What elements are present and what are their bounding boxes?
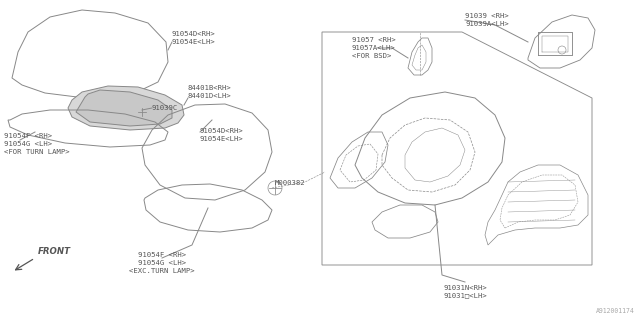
Text: 91039 <RH>
91039A<LH>: 91039 <RH> 91039A<LH>	[465, 13, 509, 27]
Polygon shape	[68, 86, 184, 130]
Text: 91054F <RH>
91054G <LH>
<EXC.TURN LAMP>: 91054F <RH> 91054G <LH> <EXC.TURN LAMP>	[129, 252, 195, 274]
Text: 91054D<RH>
91054E<LH>: 91054D<RH> 91054E<LH>	[172, 31, 216, 45]
Text: M000382: M000382	[275, 180, 306, 186]
Text: 91054D<RH>
91054E<LH>: 91054D<RH> 91054E<LH>	[200, 128, 244, 142]
Text: 91039C: 91039C	[152, 105, 179, 111]
Text: 84401B<RH>
84401D<LH>: 84401B<RH> 84401D<LH>	[188, 85, 232, 99]
Text: 91054F <RH>
91054G <LH>
<FOR TURN LAMP>: 91054F <RH> 91054G <LH> <FOR TURN LAMP>	[4, 133, 70, 155]
Text: A912001174: A912001174	[596, 308, 635, 314]
Text: 91031N<RH>
91031□<LH>: 91031N<RH> 91031□<LH>	[443, 285, 487, 299]
Text: 91057 <RH>
91057A<LH>
<FOR BSD>: 91057 <RH> 91057A<LH> <FOR BSD>	[352, 37, 396, 59]
Polygon shape	[76, 90, 172, 126]
Text: FRONT: FRONT	[38, 247, 71, 256]
